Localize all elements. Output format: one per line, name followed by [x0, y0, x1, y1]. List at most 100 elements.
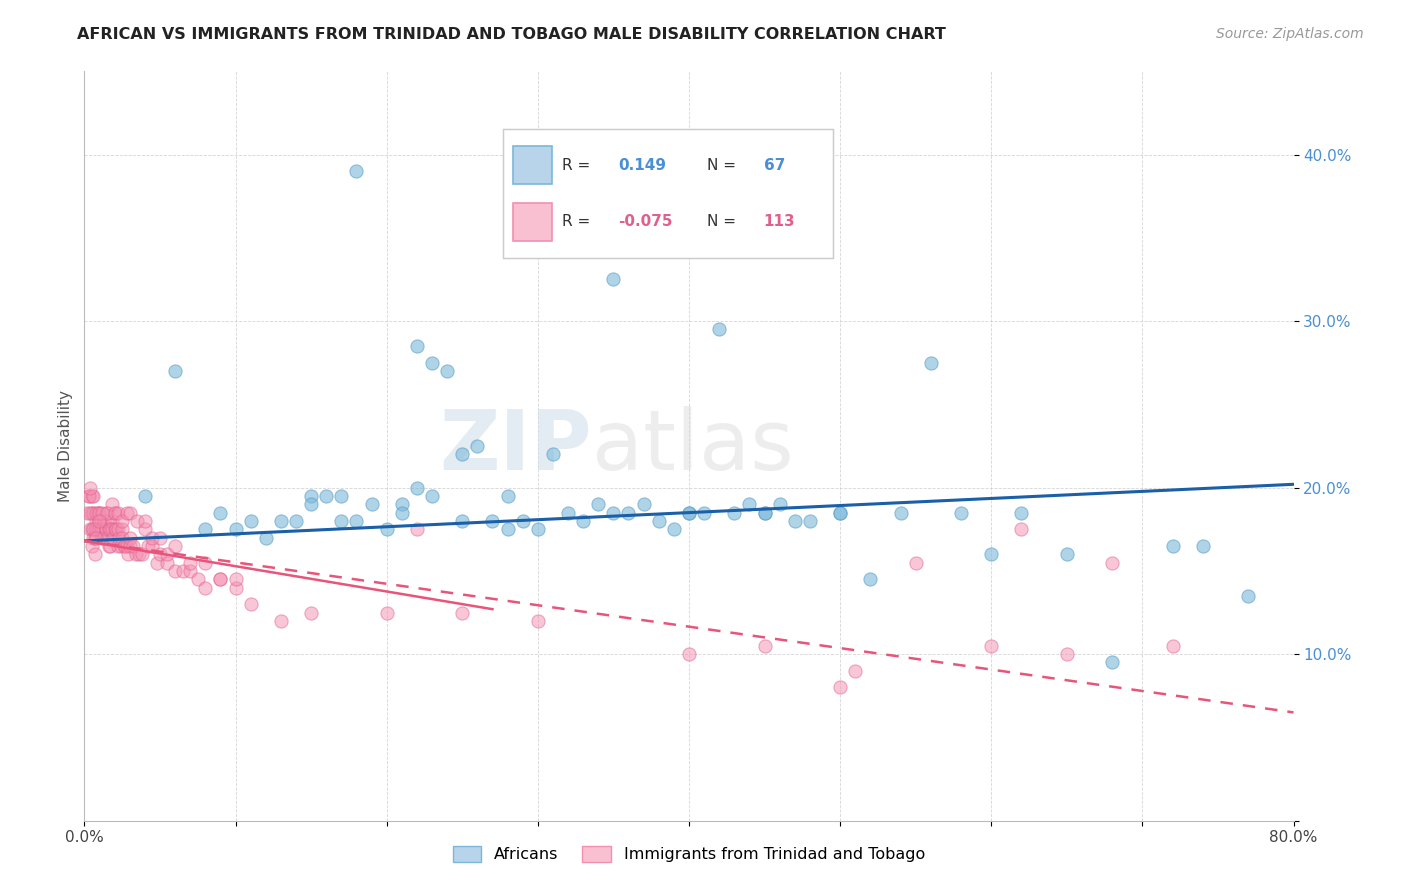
Point — [110, 539, 132, 553]
Text: R =: R = — [562, 214, 595, 229]
Point — [86, 514, 108, 528]
Point — [118, 531, 141, 545]
Point — [950, 506, 973, 520]
Point — [360, 497, 382, 511]
Y-axis label: Male Disability: Male Disability — [58, 390, 73, 502]
Point — [100, 522, 122, 536]
Point — [769, 497, 792, 511]
Point — [100, 514, 122, 528]
Point — [225, 522, 247, 536]
Point — [375, 522, 398, 536]
Point — [633, 497, 655, 511]
Point — [172, 564, 194, 578]
Point — [93, 531, 115, 545]
Point — [134, 514, 156, 528]
Point — [100, 497, 122, 511]
Point — [844, 664, 866, 678]
Point — [678, 647, 700, 661]
Point — [112, 539, 135, 553]
Point — [754, 506, 776, 520]
Point — [209, 572, 232, 586]
Point — [146, 556, 169, 570]
Point — [678, 506, 700, 520]
Point — [375, 606, 398, 620]
Point — [420, 489, 443, 503]
Point — [82, 489, 104, 503]
Point — [118, 539, 141, 553]
Point — [111, 522, 134, 536]
Point — [111, 531, 134, 545]
Point — [118, 506, 141, 520]
Point — [239, 597, 262, 611]
Point — [754, 506, 776, 520]
Point — [80, 506, 103, 520]
Text: atlas: atlas — [592, 406, 794, 486]
Point — [149, 531, 172, 545]
Point — [602, 272, 624, 286]
Point — [93, 514, 115, 528]
Point — [1101, 656, 1123, 670]
Point — [406, 481, 429, 495]
Point — [91, 522, 114, 536]
Point — [270, 614, 292, 628]
Point — [98, 522, 121, 536]
Point — [187, 572, 209, 586]
Point — [98, 539, 121, 553]
Point — [1101, 556, 1123, 570]
Point — [87, 522, 110, 536]
Text: -0.075: -0.075 — [619, 214, 673, 229]
Point — [1056, 647, 1078, 661]
Point — [165, 564, 187, 578]
Point — [346, 514, 368, 528]
Point — [84, 531, 107, 545]
Point — [209, 506, 232, 520]
Bar — [513, 145, 553, 185]
Point — [194, 581, 217, 595]
Point — [904, 556, 927, 570]
Legend: Africans, Immigrants from Trinidad and Tobago: Africans, Immigrants from Trinidad and T… — [446, 839, 932, 869]
Point — [1161, 539, 1184, 553]
Point — [602, 506, 624, 520]
Point — [527, 614, 550, 628]
Point — [239, 514, 262, 528]
Point — [79, 481, 101, 495]
Point — [179, 564, 201, 578]
Point — [527, 522, 550, 536]
Point — [149, 547, 172, 561]
Text: Source: ZipAtlas.com: Source: ZipAtlas.com — [1216, 27, 1364, 41]
Point — [97, 522, 120, 536]
Point — [315, 489, 337, 503]
Point — [165, 539, 187, 553]
Point — [107, 506, 129, 520]
Point — [678, 506, 700, 520]
Point — [467, 439, 489, 453]
Point — [125, 547, 148, 561]
Point — [86, 531, 108, 545]
Point — [541, 447, 564, 461]
Point — [141, 531, 163, 545]
Point — [285, 514, 308, 528]
Point — [799, 514, 821, 528]
Point — [330, 489, 353, 503]
Point — [254, 531, 277, 545]
Text: ZIP: ZIP — [440, 406, 592, 486]
Point — [96, 531, 118, 545]
Point — [920, 356, 942, 370]
Point — [107, 539, 129, 553]
Point — [96, 514, 118, 528]
Point — [420, 356, 443, 370]
Point — [754, 639, 776, 653]
Point — [406, 522, 429, 536]
Point — [481, 514, 503, 528]
Point — [96, 506, 118, 520]
Point — [451, 447, 474, 461]
Point — [225, 572, 247, 586]
Point — [104, 522, 127, 536]
Point — [496, 522, 519, 536]
Point — [86, 522, 108, 536]
Point — [557, 506, 579, 520]
Bar — [513, 202, 553, 242]
Point — [346, 164, 368, 178]
Point — [89, 514, 111, 528]
Point — [136, 539, 159, 553]
